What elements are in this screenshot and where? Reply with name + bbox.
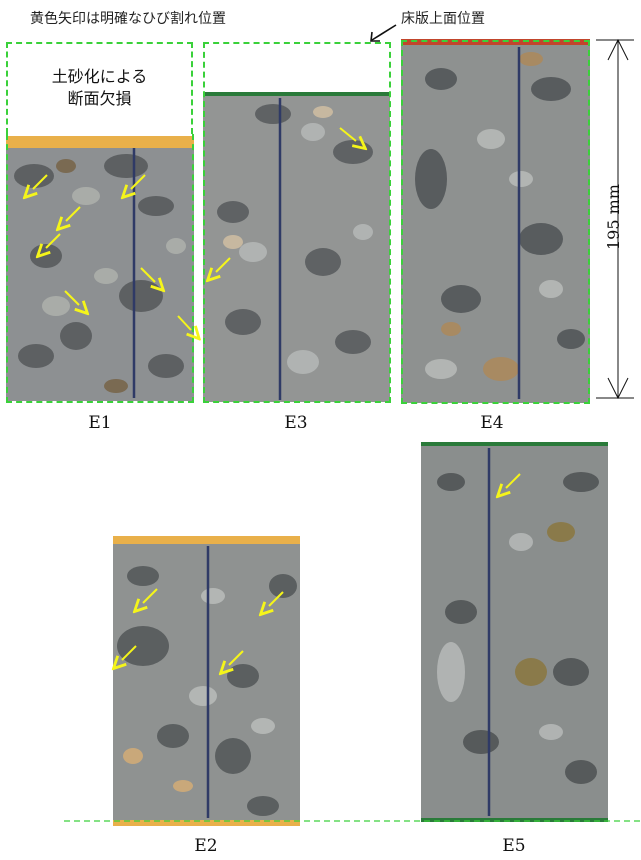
section-loss-annotation: 土砂化による 断面欠損 <box>6 42 193 134</box>
crack-arrow-icon <box>143 588 158 603</box>
dimension-line <box>596 38 634 400</box>
crack-arrow-icon <box>269 591 284 606</box>
core-sample-e5 <box>421 442 608 822</box>
core-label-e2: E2 <box>194 836 218 856</box>
core-outline-e1 <box>6 134 194 403</box>
core-outline-e4 <box>401 40 590 404</box>
crack-arrow-icon <box>177 315 191 330</box>
crack-arrow-icon <box>46 233 61 248</box>
crack-arrow-icon <box>33 174 48 189</box>
baseline-guide <box>64 820 641 822</box>
crack-arrow-icon <box>131 174 146 189</box>
core-sample-e2 <box>113 536 300 826</box>
section-loss-line1: 土砂化による <box>51 67 148 86</box>
surface-pointer-arrow-icon <box>370 24 397 42</box>
core-label-e3: E3 <box>284 413 308 433</box>
core-label-e4: E4 <box>480 413 504 433</box>
core-sample-e4 <box>401 39 590 403</box>
crack-arrow-icon <box>229 650 244 665</box>
crack-arrow-icon <box>140 267 155 282</box>
crack-arrow-icon <box>339 127 356 141</box>
crack-arrow-icon <box>66 206 81 221</box>
slab-surface-note: 床版上面位置 <box>401 11 485 27</box>
crack-arrow-note: 黄色矢印は明確なひび割れ位置 <box>30 11 226 27</box>
core-outline-e3 <box>203 42 391 403</box>
section-loss-line2: 断面欠損 <box>67 89 132 108</box>
crack-arrow-icon <box>216 257 231 272</box>
core-label-e5: E5 <box>502 836 526 856</box>
crack-arrow-icon <box>506 473 521 488</box>
crack-arrow-icon <box>64 290 79 305</box>
crack-arrow-icon <box>122 645 137 660</box>
core-label-e1: E1 <box>88 413 112 433</box>
